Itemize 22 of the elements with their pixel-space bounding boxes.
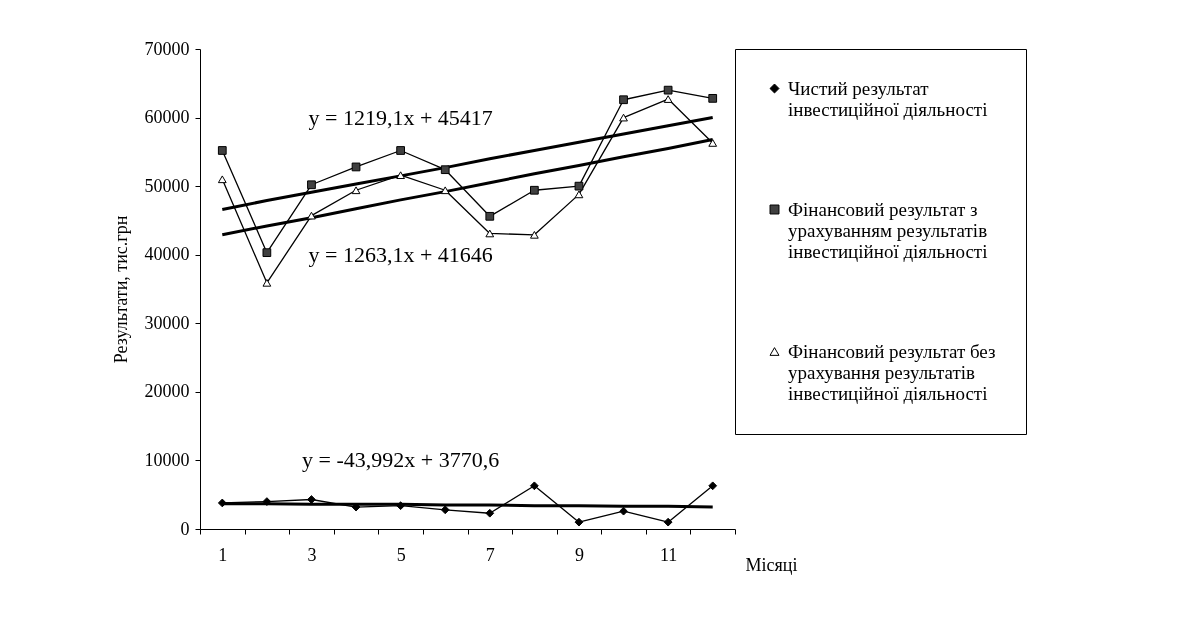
x-tick-label: 1 [218, 544, 228, 565]
y-tick-label: 40000 [144, 244, 190, 265]
annotation: y = -43,992x + 3770,6 [302, 447, 500, 473]
x-tick-label: 3 [307, 544, 317, 565]
y-tick-label: 10000 [144, 449, 190, 470]
y-tick-label: 30000 [144, 312, 190, 333]
y-tick-label: 60000 [144, 107, 190, 128]
legend-label: Чистий результат інвестиційної діяльності [788, 77, 988, 120]
x-tick-label: 11 [659, 544, 678, 565]
x-axis-title: Місяці [745, 554, 798, 575]
y-tick-label: 20000 [144, 381, 190, 402]
y-tick-label: 70000 [144, 38, 190, 59]
y-tick-label: 50000 [144, 175, 190, 196]
x-tick-label: 9 [574, 544, 584, 565]
legend-label: Фінансовий результат без урахування результатів інвестиційної діяльності [788, 340, 996, 404]
y-axis-title: Результати, тис.грн [110, 215, 131, 364]
y-tick-label: 0 [180, 518, 190, 539]
annotation: y = 1219,1x + 45417 [308, 104, 493, 130]
x-tick-label: 5 [396, 544, 406, 565]
x-tick-label: 7 [485, 544, 495, 565]
legend-label: Фінансовий результат з урахуванням результатів інвестиційної діяльності [788, 198, 988, 262]
annotation: y = 1263,1x + 41646 [308, 241, 493, 267]
